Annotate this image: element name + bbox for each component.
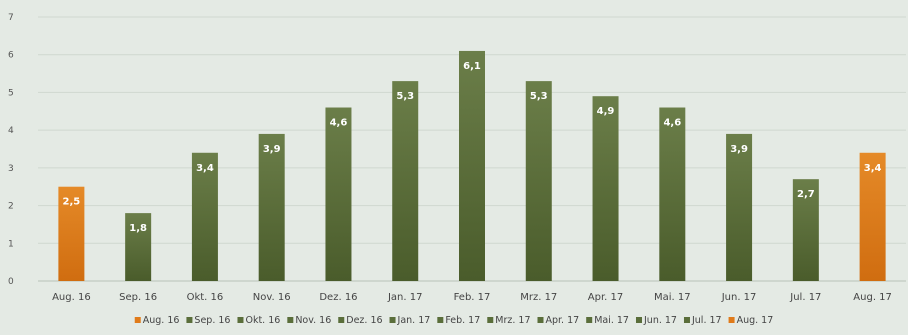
data-label: 3,9 (730, 144, 748, 155)
legend-item: Okt. 16 (237, 315, 280, 326)
legend-item: Aug. 16 (134, 315, 180, 326)
bar-jan-17 (392, 81, 419, 281)
legend-swatch (437, 317, 444, 323)
legend-swatch (237, 317, 244, 323)
data-label: 1,8 (129, 223, 147, 234)
data-label: 2,7 (797, 189, 815, 200)
legend-label: Mrz. 17 (495, 315, 530, 326)
bar-okt-16 (191, 152, 218, 281)
legend-swatch (683, 317, 690, 323)
bar-mai-17 (659, 107, 686, 281)
data-labels: 2,5 1,8 3,4 3,9 4,6 5,3 6,1 5,3 4,9 4,6 3,9 2,7 3,4 (63, 61, 882, 234)
x-tick-label: Okt. 16 (187, 292, 224, 303)
y-tick-label: 3 (8, 164, 14, 174)
legend-item: Nov. 16 (287, 315, 331, 326)
legend-swatch (186, 317, 193, 323)
legend-label: Aug. 16 (143, 315, 180, 326)
data-label: 5,3 (530, 91, 548, 102)
bar-aug-16 (58, 186, 85, 281)
legend-swatch (728, 317, 735, 323)
legend-label: Apr. 17 (545, 315, 579, 326)
bar-jul-17 (792, 179, 819, 281)
legend-item: Dez. 16 (338, 315, 383, 326)
legend-label: Feb. 17 (445, 315, 480, 326)
legend-label: Aug. 17 (737, 315, 774, 326)
bar-feb-17 (459, 50, 485, 281)
bar-apr-17 (592, 96, 619, 281)
y-tick-label: 7 (8, 13, 14, 23)
data-label: 4,6 (663, 118, 681, 129)
data-label: 4,9 (597, 106, 615, 117)
x-tick-label: Mai. 17 (654, 292, 691, 303)
legend-item: Jun. 17 (635, 315, 677, 326)
legend-item: Apr. 17 (537, 315, 579, 326)
data-label: 3,9 (263, 144, 281, 155)
bar-dez-16 (325, 107, 352, 281)
legend-swatch (134, 317, 141, 323)
x-tick-label: Apr. 17 (588, 292, 623, 303)
x-tick-label: Aug. 16 (52, 292, 91, 303)
legend-item: Aug. 17 (728, 315, 774, 326)
legend-item: Mrz. 17 (487, 315, 530, 326)
bar-aug-17 (859, 152, 886, 281)
y-tick-label: 2 (8, 202, 14, 212)
x-tick-label: Dez. 16 (319, 292, 357, 303)
legend-swatch (537, 317, 544, 323)
legend-swatch (338, 317, 345, 323)
legend-label: Dez. 16 (346, 315, 382, 326)
bar-sep-16 (125, 213, 152, 281)
x-tick-label: Mrz. 17 (520, 292, 557, 303)
legend-item: Jan. 17 (389, 315, 431, 326)
legend-swatch (635, 317, 642, 323)
data-label: 2,5 (63, 197, 81, 208)
y-tick-label: 0 (8, 277, 14, 287)
bar-nov-16 (258, 133, 285, 281)
data-label: 3,4 (196, 163, 214, 174)
y-axis-ticks: 0 1 2 3 4 5 6 7 (8, 13, 14, 287)
y-tick-label: 5 (8, 88, 14, 98)
legend-label: Okt. 16 (245, 315, 280, 326)
bar-mrz-17 (525, 81, 552, 281)
x-tick-label: Feb. 17 (454, 292, 491, 303)
bars (58, 50, 886, 281)
x-tick-label: Sep. 16 (119, 292, 157, 303)
y-tick-label: 6 (8, 51, 14, 61)
y-tick-label: 4 (8, 126, 14, 136)
legend-item: Jul. 17 (683, 315, 722, 326)
data-label: 3,4 (864, 163, 882, 174)
data-label: 4,6 (330, 118, 348, 129)
x-tick-label: Jan. 17 (387, 292, 423, 303)
x-tick-label: Nov. 16 (253, 292, 291, 303)
legend-swatch (389, 317, 396, 323)
data-label: 5,3 (396, 91, 414, 102)
legend-item: Feb. 17 (437, 315, 480, 326)
legend: Aug. 16 Sep. 16 Okt. 16 Nov. 16 Dez. 16 Jan. … (134, 315, 774, 326)
x-tick-label: Jul. 17 (789, 292, 821, 303)
legend-label: Nov. 16 (295, 315, 331, 326)
legend-label: Sep. 16 (194, 315, 230, 326)
y-tick-label: 1 (8, 239, 14, 249)
legend-label: Mai. 17 (594, 315, 629, 326)
legend-item: Mai. 17 (586, 315, 629, 326)
legend-swatch (487, 317, 494, 323)
legend-swatch (287, 317, 294, 323)
legend-swatch (586, 317, 593, 323)
x-tick-label: Jun. 17 (721, 292, 757, 303)
legend-item: Sep. 16 (186, 315, 230, 326)
legend-label: Jul. 17 (691, 315, 722, 326)
legend-label: Jan. 17 (397, 315, 431, 326)
x-tick-label: Aug. 17 (853, 292, 892, 303)
legend-label: Jun. 17 (643, 315, 677, 326)
data-label: 6,1 (463, 61, 481, 72)
x-axis-ticks: Aug. 16 Sep. 16 Okt. 16 Nov. 16 Dez. 16 Jan. … (52, 292, 892, 303)
bar-jun-17 (726, 133, 753, 281)
